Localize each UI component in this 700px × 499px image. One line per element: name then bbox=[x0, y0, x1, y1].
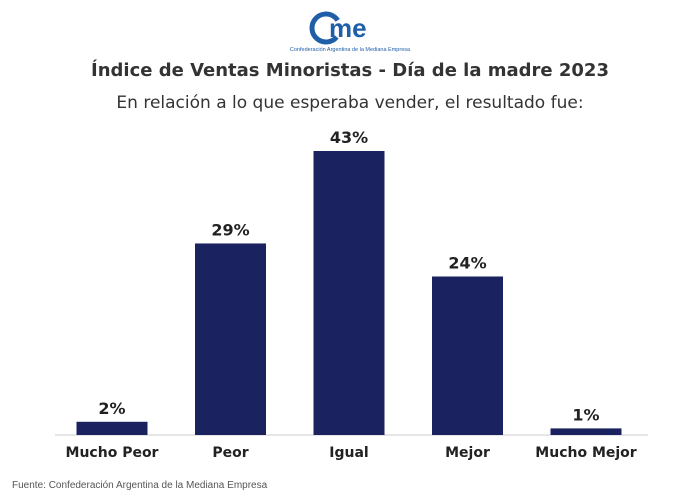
chart-subtitle: En relación a lo que esperaba vender, el… bbox=[116, 93, 584, 113]
category-label-4: Mucho Mejor bbox=[535, 445, 637, 461]
bar-3 bbox=[432, 276, 503, 435]
category-label-1: Peor bbox=[212, 445, 248, 461]
data-label-4: 1% bbox=[572, 405, 599, 424]
bar-0 bbox=[76, 421, 148, 435]
data-label-0: 2% bbox=[98, 399, 125, 418]
source-note: Fuente: Confederación Argentina de la Me… bbox=[12, 480, 268, 491]
data-label-1: 29% bbox=[211, 220, 249, 239]
data-label-2: 43% bbox=[330, 128, 368, 147]
category-label-3: Mejor bbox=[445, 445, 490, 461]
bar-2 bbox=[313, 151, 385, 435]
came-logo: me bbox=[309, 11, 367, 45]
bar-1 bbox=[195, 243, 266, 435]
svg-text:me: me bbox=[329, 13, 367, 43]
logo-tagline: Confederación Argentina de la Mediana Em… bbox=[289, 47, 411, 53]
bar-4 bbox=[550, 428, 622, 435]
chart-title: Índice de Ventas Minoristas - Día de la … bbox=[91, 60, 609, 81]
data-label-3: 24% bbox=[448, 253, 486, 272]
category-label-0: Mucho Peor bbox=[66, 445, 159, 461]
category-label-2: Igual bbox=[329, 445, 368, 461]
